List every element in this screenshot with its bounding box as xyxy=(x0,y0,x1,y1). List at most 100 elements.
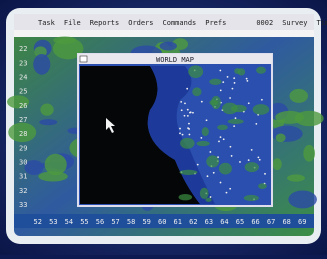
terrain-patch xyxy=(53,36,76,43)
y-coordinate-label: 28 xyxy=(19,130,27,138)
menu-item[interactable]: Orders xyxy=(128,19,153,27)
menu-item[interactable]: Prefs xyxy=(205,19,226,27)
x-coordinate-label: 57 xyxy=(111,218,119,226)
unit-dot xyxy=(235,117,237,119)
island xyxy=(258,183,267,189)
unit-dot xyxy=(189,112,191,114)
menu-item[interactable]: Commands xyxy=(163,19,197,27)
x-coordinate-label: 52 xyxy=(34,218,42,226)
island xyxy=(217,125,228,130)
unit-dot xyxy=(246,78,248,80)
x-coordinate-label: 58 xyxy=(127,218,135,226)
island xyxy=(245,162,259,172)
unit-dot xyxy=(182,134,184,136)
terrain-patch xyxy=(160,42,177,51)
x-coordinate-label: 55 xyxy=(80,218,88,226)
terrain-patch xyxy=(33,54,50,75)
terrain-patch xyxy=(287,174,305,181)
unit-dot xyxy=(197,164,199,166)
terrain-patch xyxy=(275,111,304,124)
terrain-patch xyxy=(45,154,67,175)
island xyxy=(202,127,209,136)
close-button[interactable] xyxy=(80,56,87,62)
unit-dot xyxy=(246,80,248,82)
island xyxy=(209,79,221,85)
unit-dot xyxy=(209,151,211,153)
menu-item[interactable]: 0002 xyxy=(256,19,273,27)
unit-dot xyxy=(222,81,224,83)
unit-dot xyxy=(207,175,209,177)
unit-dot xyxy=(220,136,222,138)
island xyxy=(200,188,209,199)
x-coordinate-label: 60 xyxy=(158,218,166,226)
unit-dot xyxy=(259,159,261,161)
menu-item[interactable]: Survey xyxy=(282,19,307,27)
island xyxy=(228,119,244,124)
unit-dot xyxy=(229,188,231,190)
unit-dot xyxy=(188,123,190,125)
y-coordinate-label: 30 xyxy=(19,158,27,166)
y-coordinate-label: 22 xyxy=(19,45,27,53)
menu-item[interactable]: Time xyxy=(316,19,327,27)
terrain-patch xyxy=(273,158,282,170)
terrain-patch xyxy=(276,133,286,142)
x-coordinate-label: 59 xyxy=(142,218,150,226)
unit-dot xyxy=(179,132,181,134)
island xyxy=(222,103,238,115)
unit-dot xyxy=(189,134,191,136)
y-coordinate-label: 23 xyxy=(19,59,27,67)
terrain-patch xyxy=(271,126,303,142)
y-coordinate-label: 32 xyxy=(19,187,27,195)
unit-dot xyxy=(181,109,183,111)
unit-dot xyxy=(231,155,233,157)
island xyxy=(253,104,270,115)
terrain-patch xyxy=(289,89,308,103)
island xyxy=(244,195,259,201)
x-coordinate-label: 68 xyxy=(282,218,290,226)
island xyxy=(219,163,232,175)
x-coordinate-label: 54 xyxy=(65,218,73,226)
island xyxy=(206,155,219,167)
unit-dot xyxy=(223,138,225,140)
unit-dot xyxy=(233,77,235,79)
y-coordinate-label: 24 xyxy=(19,73,27,81)
x-coordinate-label: 67 xyxy=(267,218,275,226)
terrain-patch xyxy=(40,104,53,116)
unit-dot xyxy=(206,119,208,121)
island xyxy=(192,87,201,96)
terrain-patch xyxy=(303,145,315,162)
menu-item[interactable]: Reports xyxy=(90,19,120,27)
menu-item[interactable]: Task xyxy=(38,19,56,27)
unit-dot xyxy=(210,196,212,198)
unit-dot xyxy=(261,99,263,101)
page: WORLD MAP Task File Reports Orders Commands P… xyxy=(0,0,327,255)
unit-dot xyxy=(200,137,202,139)
x-coordinate-label: 64 xyxy=(220,218,228,226)
y-coordinate-label: 31 xyxy=(19,173,27,181)
terrain-patch xyxy=(39,119,57,125)
unit-dot xyxy=(192,112,194,114)
unit-dot xyxy=(248,159,250,161)
y-coordinate-label: 27 xyxy=(19,116,27,124)
y-coordinate-label: 33 xyxy=(19,201,27,209)
menu-item[interactable]: File xyxy=(64,19,81,27)
unit-dot xyxy=(233,125,235,127)
window-title: WORLD MAP xyxy=(156,56,194,64)
unit-dot xyxy=(184,102,186,104)
unit-dot xyxy=(219,70,221,72)
unit-dot xyxy=(255,123,257,125)
y-coordinate-label: 29 xyxy=(19,144,27,152)
screenshot: WORLD MAP Task File Reports Orders Commands P… xyxy=(0,0,327,255)
unit-dot xyxy=(251,149,253,151)
terrain-patch xyxy=(288,190,317,208)
island xyxy=(256,67,266,74)
unit-dot xyxy=(186,88,188,90)
unit-dot xyxy=(213,172,215,174)
x-coordinate-label: 66 xyxy=(251,218,259,226)
unit-dot xyxy=(229,97,231,99)
x-coordinate-label: 65 xyxy=(236,218,244,226)
unit-dot xyxy=(218,141,220,143)
y-coordinate-label: 25 xyxy=(19,88,27,96)
unit-dot xyxy=(232,88,234,90)
unit-dot xyxy=(187,115,189,117)
